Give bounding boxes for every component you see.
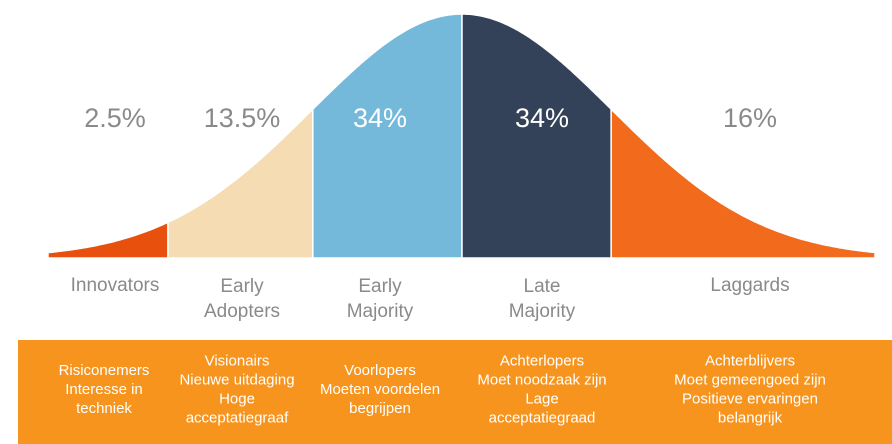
segment-description: Nieuwe uitdaging [179, 371, 294, 388]
segment-description: begrijpen [349, 400, 411, 417]
segment-description: Lage [525, 390, 558, 407]
segment-name: Adopters [204, 301, 280, 322]
segment-description: techniek [76, 400, 132, 417]
segment-description: Moeten voordelen [320, 381, 440, 398]
segment-name: Early [358, 276, 402, 297]
segment-description: Risiconemers [59, 362, 150, 379]
percentage-label: 34% [515, 103, 569, 133]
segment-description: Hoge [219, 390, 255, 407]
segment-description: Moet noodzaak zijn [477, 371, 606, 388]
segment-name: Majority [347, 301, 414, 322]
segment-description: acceptatiegraaf [186, 409, 289, 426]
segment-description: Interesse in [65, 381, 143, 398]
segment-name: Early [220, 276, 264, 297]
percentage-label: 34% [353, 103, 407, 133]
curve-segment [312, 13, 463, 259]
segment-description: belangrijk [718, 409, 783, 426]
curve-segment [461, 13, 612, 259]
percentage-label: 2.5% [84, 103, 146, 133]
percentage-label: 13.5% [204, 103, 281, 133]
description-band [18, 340, 892, 444]
segment-name: Late [524, 276, 561, 297]
segment-description: Voorlopers [344, 362, 416, 379]
percentage-label: 16% [723, 103, 777, 133]
segment-name: Innovators [71, 275, 160, 296]
segment-description: Visionairs [205, 352, 270, 369]
segment-name: Laggards [710, 275, 789, 296]
curve-segment [47, 221, 169, 259]
segment-description: Moet gemeengoed zijn [674, 371, 826, 388]
segment-description: Achterlopers [500, 352, 584, 369]
segment-description: Positieve ervaringen [682, 390, 818, 407]
segment-description: Achterblijvers [705, 352, 795, 369]
curve-segment [610, 107, 876, 259]
segment-description: acceptatiegraad [489, 409, 596, 426]
segment-name: Majority [509, 301, 576, 322]
curve-segment [167, 107, 314, 259]
